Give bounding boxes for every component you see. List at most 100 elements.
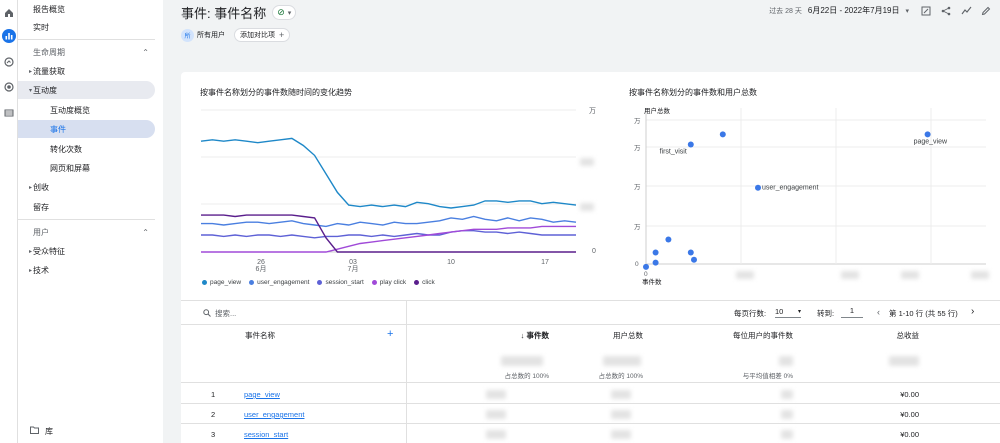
scatter-point-page_view[interactable] xyxy=(924,131,931,138)
nav-acquisition[interactable]: ▸ 流量获取 xyxy=(29,66,65,76)
nav-demographics[interactable]: ▸ 受众特征 xyxy=(29,246,65,256)
configure-icon[interactable] xyxy=(2,106,16,120)
legend-item-click[interactable]: click xyxy=(414,279,435,286)
scatter-point[interactable] xyxy=(652,259,659,266)
page-info: 第 1-10 行 (共 55 行) xyxy=(889,309,958,318)
series-line-play-click[interactable] xyxy=(201,225,576,253)
scatter-point[interactable] xyxy=(691,256,697,263)
redacted-value xyxy=(580,203,594,211)
series-line-user_engagement[interactable] xyxy=(201,215,577,228)
col-event-name-header[interactable]: 事件名称 xyxy=(245,331,275,340)
event-name-link[interactable]: session_start xyxy=(244,430,289,439)
scatter-point[interactable] xyxy=(665,236,672,243)
nav-section-user[interactable]: 用户 ⌃ xyxy=(33,227,149,237)
nav-realtime[interactable]: 实时 xyxy=(33,22,49,32)
chevron-right-icon[interactable]: › xyxy=(971,306,975,317)
data-status-dropdown[interactable]: ⊘ ▾ xyxy=(272,5,297,20)
caret-right-icon: ▸ xyxy=(29,267,33,274)
nav-retention[interactable]: 留存 xyxy=(33,202,49,212)
legend-label: user_engagement xyxy=(257,279,310,286)
date-range-picker[interactable]: 过去 28 天 6月22日 - 2022年7月19日 ▾ xyxy=(769,6,909,15)
rows-per-page-label: 每页行数: xyxy=(734,309,767,318)
x-tick-label: 03 xyxy=(349,259,357,266)
y-axis-top-label: 万 xyxy=(589,107,596,115)
explore-icon[interactable] xyxy=(2,55,16,69)
insights-icon[interactable] xyxy=(958,3,974,19)
redacted-value xyxy=(889,356,919,366)
caret-down-icon: ▾ xyxy=(29,87,33,94)
nav-pages-screens[interactable]: 网页和屏幕 xyxy=(50,163,90,173)
scatter-point-first_visit[interactable] xyxy=(687,141,694,148)
col-total-revenue-header[interactable]: 总收益 xyxy=(896,331,920,340)
goto-label: 转到: xyxy=(817,309,835,318)
all-users-chip[interactable]: 所 所有用户 xyxy=(181,28,225,42)
edit-report-icon[interactable] xyxy=(918,3,934,19)
caret-down-icon: ▾ xyxy=(905,7,909,15)
legend-item-session_start[interactable]: session_start xyxy=(317,279,364,286)
nav-conversions[interactable]: 转化次数 xyxy=(50,144,82,154)
nav-tech[interactable]: ▸ 技术 xyxy=(29,265,49,275)
search-input[interactable]: 搜索... xyxy=(215,309,237,318)
goto-page-input[interactable]: 1 xyxy=(841,306,863,318)
main-content: 事件: 事件名称 ⊘ ▾ 所 所有用户 添加对比项 + 过去 28 天 6月22… xyxy=(163,0,1000,443)
legend-item-user_engagement[interactable]: user_engagement xyxy=(249,279,309,286)
chevron-up-icon: ⌃ xyxy=(142,47,149,57)
add-dimension-plus-icon[interactable]: + xyxy=(387,328,394,340)
event-name-link[interactable]: page_view xyxy=(244,390,280,399)
series-line-page_view[interactable] xyxy=(200,137,577,209)
y-tick-label: 万 xyxy=(634,144,641,152)
table-search[interactable]: 搜索... xyxy=(203,308,236,319)
chevron-left-icon[interactable]: ‹ xyxy=(877,307,880,317)
col-events-per-user-header[interactable]: 每位用户的事件数 xyxy=(733,331,793,340)
scatter-label-first_visit: first_visit xyxy=(660,149,687,156)
add-comparison-button[interactable]: 添加对比项 + xyxy=(234,28,291,42)
pencil-icon[interactable] xyxy=(978,3,994,19)
redacted-value xyxy=(611,410,631,419)
x-tick-label: 26 xyxy=(257,259,265,266)
y-axis-zero-label: 0 xyxy=(592,248,596,255)
scatter-point[interactable] xyxy=(652,249,659,256)
home-icon[interactable] xyxy=(2,6,16,20)
legend-item-page_view[interactable]: page_view xyxy=(202,279,241,286)
table-row[interactable]: 3 session_start ¥0.00 xyxy=(181,424,1000,443)
redacted-value xyxy=(736,271,754,279)
row-index: 3 xyxy=(211,430,216,439)
table-row[interactable]: 2 user_engagement ¥0.00 xyxy=(181,404,1000,424)
col-total-users-header[interactable]: 用户总数 xyxy=(613,331,643,340)
col-event-count-header[interactable]: ↓ 事件数 xyxy=(520,331,549,340)
rows-per-page-select[interactable]: 10 ▾ xyxy=(775,307,801,318)
row-index: 1 xyxy=(211,390,216,399)
legend-dot xyxy=(371,280,377,285)
check-circle-icon: ⊘ xyxy=(277,7,285,17)
scatter-point[interactable] xyxy=(643,263,649,270)
series-line-session_start[interactable] xyxy=(201,229,576,239)
nav-section-lifecycle[interactable]: 生命周期 ⌃ xyxy=(33,47,149,57)
nav-library[interactable]: 库 xyxy=(18,422,155,440)
caret-right-icon: ▸ xyxy=(29,248,33,255)
legend-item-play-click[interactable]: play click xyxy=(371,279,407,286)
search-icon xyxy=(203,308,211,319)
legend-label: play click xyxy=(379,279,407,286)
share-icon[interactable] xyxy=(938,3,954,19)
scatter-point-user_engagement[interactable] xyxy=(755,184,761,191)
nav-reports-snapshot[interactable]: 报告概览 xyxy=(33,4,65,14)
event-name-link[interactable]: user_engagement xyxy=(244,410,305,419)
nav-engagement[interactable]: ▾ 互动度 xyxy=(18,81,155,99)
scatter-point[interactable] xyxy=(687,249,694,256)
nav-divider xyxy=(18,39,155,40)
y-zero-label: 0 xyxy=(635,261,639,268)
scatter-point[interactable] xyxy=(719,131,726,138)
nav-monetization[interactable]: ▸ 创收 xyxy=(29,182,49,192)
per-user-avg-diff: 与平均值相差 0% xyxy=(742,373,793,380)
redacted-value xyxy=(501,356,543,366)
table-row[interactable]: 1 page_view ¥0.00 xyxy=(181,384,1000,404)
redacted-value xyxy=(971,271,989,279)
x-month-label: 7月 xyxy=(348,265,359,273)
reports-icon[interactable] xyxy=(2,29,16,43)
nav-events[interactable]: 事件 xyxy=(18,120,155,138)
nav-engagement-overview[interactable]: 互动度概览 xyxy=(50,105,90,115)
caret-right-icon: ▸ xyxy=(29,68,33,75)
series-line-click[interactable] xyxy=(201,214,576,253)
folder-icon xyxy=(30,426,39,436)
advertising-icon[interactable] xyxy=(2,80,16,94)
